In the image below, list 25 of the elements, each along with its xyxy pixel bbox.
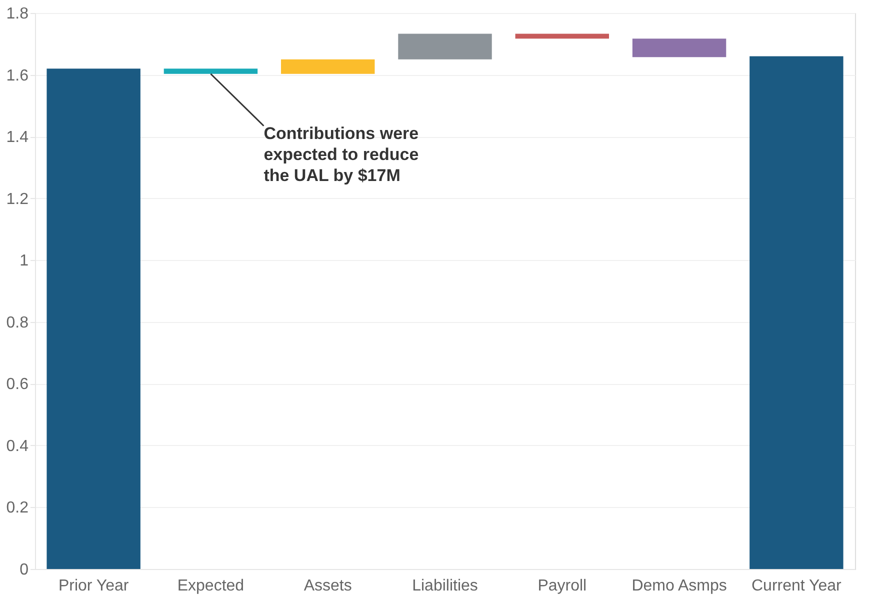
y-tick-label: 0 bbox=[20, 562, 29, 578]
y-tick-label: 1.4 bbox=[6, 129, 29, 146]
bar bbox=[46, 68, 140, 569]
annotation: Contributions were expected to reduce the UAL by $17M bbox=[264, 124, 419, 185]
y-tick-label: 0.4 bbox=[6, 438, 29, 455]
x-tick-label: Expected bbox=[177, 578, 244, 594]
x-tick-label: Current Year bbox=[752, 578, 842, 594]
y-tick-label: 1.2 bbox=[6, 190, 29, 208]
y-tick-label: 0.2 bbox=[6, 500, 29, 517]
bar bbox=[632, 38, 726, 58]
x-tick-label: Demo Asmps bbox=[632, 578, 727, 594]
x-tick-label: Liabilities bbox=[412, 578, 478, 594]
x-tick-label: Assets bbox=[304, 578, 352, 594]
y-tick-label: 0.8 bbox=[6, 314, 29, 332]
y-tick-label: 0.6 bbox=[6, 376, 29, 394]
bar bbox=[164, 68, 258, 74]
y-tick-label: 1.8 bbox=[6, 6, 29, 22]
bar bbox=[398, 34, 492, 60]
x-tick-label: Prior Year bbox=[58, 578, 130, 594]
bar bbox=[515, 34, 609, 39]
y-tick-label: 1.6 bbox=[6, 67, 29, 84]
bar bbox=[750, 56, 844, 569]
x-tick-label: Payroll bbox=[538, 578, 587, 594]
y-tick-label: 1 bbox=[20, 252, 29, 270]
bar bbox=[281, 59, 375, 74]
